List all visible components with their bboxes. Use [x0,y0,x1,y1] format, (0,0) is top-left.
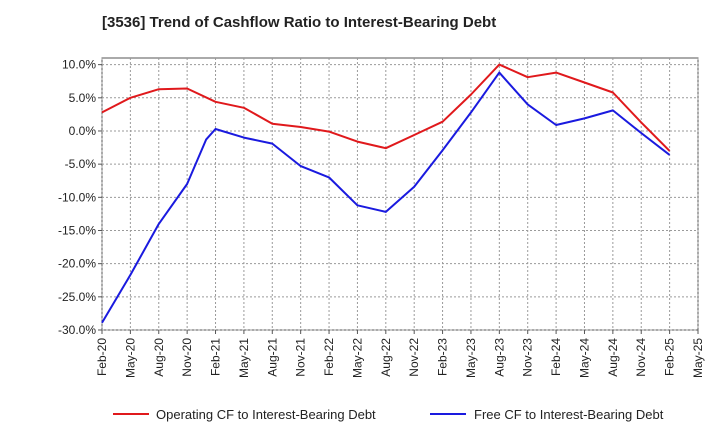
operating-legend-label: Operating CF to Interest-Bearing Debt [156,407,376,422]
x-tick-label: Aug-21 [265,338,279,377]
x-axis-ticks: Feb-20 May-20 Aug-20 Nov-20 Feb-21 May-21 Aug-… [95,330,705,378]
x-tick-label: Nov-20 [180,338,194,377]
x-tick-label: May-21 [237,338,251,378]
x-tick-label: Aug-24 [606,338,620,377]
y-axis-ticks: 10.0% 5.0% 0.0% -5.0% -10.0% -15.0% -20.0% -25.… [58,58,102,337]
x-tick-label: May-23 [464,338,478,378]
x-tick-label: Feb-22 [322,338,336,376]
x-tick-label: Feb-21 [209,338,223,376]
y-tick-label: -30.0% [58,323,96,337]
legend: Operating CF to Interest-Bearing Debt Fre… [113,407,664,422]
x-tick-label: May-20 [123,338,137,378]
y-tick-label: -20.0% [58,257,96,271]
x-tick-label: Feb-24 [549,338,563,376]
y-tick-label: -15.0% [58,223,96,237]
plot-area [101,57,699,331]
x-tick-label: Feb-25 [663,338,677,376]
x-tick-label: Nov-21 [294,338,308,377]
x-tick-label: May-22 [350,338,364,378]
x-tick-label: Feb-23 [436,338,450,376]
chart-title: [3536] Trend of Cashflow Ratio to Intere… [102,14,497,31]
y-tick-label: 0.0% [69,124,97,138]
x-tick-label: Aug-20 [152,338,166,377]
x-tick-label: Nov-24 [634,338,648,377]
y-tick-label: 10.0% [62,58,96,72]
y-tick-label: 5.0% [69,91,97,105]
x-tick-label: Nov-22 [407,338,421,377]
x-tick-label: May-25 [691,338,705,378]
y-tick-label: -25.0% [58,290,96,304]
x-tick-label: May-24 [577,338,591,378]
grid-lines [101,58,699,331]
free-cf-series-line [101,71,671,324]
y-tick-label: -5.0% [65,157,97,171]
x-tick-label: Aug-22 [379,338,393,377]
x-tick-label: Feb-20 [95,338,109,376]
x-tick-label: Nov-23 [521,338,535,377]
series-lines [101,63,671,324]
y-tick-label: -10.0% [58,190,96,204]
free-legend-label: Free CF to Interest-Bearing Debt [474,407,664,422]
x-tick-label: Aug-23 [492,338,506,377]
